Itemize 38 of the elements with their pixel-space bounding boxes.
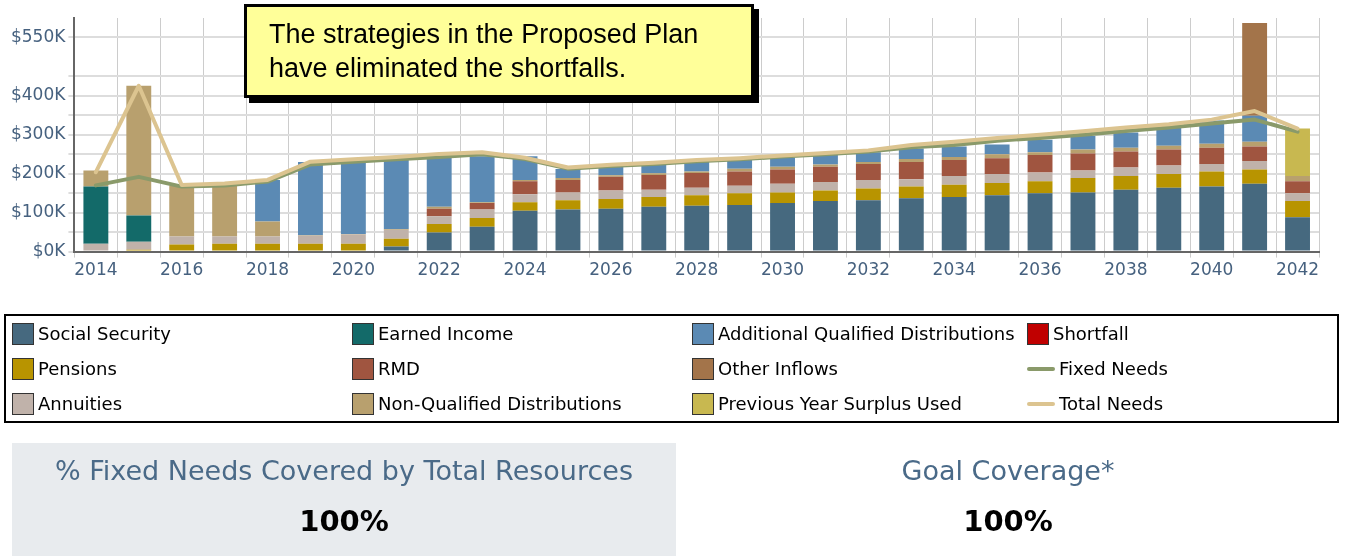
x-tick-label: 2032 [846,259,891,280]
legend-label: RMD [378,358,420,379]
text: Goal Coverage* [900,454,1116,486]
legend-label: Total Needs [1059,393,1164,414]
legend-label: Annuities [38,393,123,414]
y-tick-label: $200K [10,162,67,183]
legend-label: Social Security [38,323,172,344]
text: 100% [298,504,390,538]
x-tick-label: 2014 [74,259,118,280]
x-tick-label: 2022 [417,259,461,280]
x-tick-label: 2030 [760,259,805,280]
y-tick-label: $300K [10,123,67,144]
x-tick-label: 2028 [675,259,719,280]
x-tick-label: 2026 [589,259,633,280]
text: % Fixed Needs Covered by Total Resources [54,454,634,486]
x-tick-label: 2024 [503,259,547,280]
text: 100% [962,504,1054,538]
y-tick-label: $0K [32,240,67,261]
legend-label: Previous Year Surplus Used [718,393,962,414]
x-tick-label: 2018 [245,259,290,280]
x-tick-label: 2020 [331,259,375,280]
x-tick-label: 2042 [1275,259,1320,280]
legend-label: Non-Qualified Distributions [378,393,622,414]
x-tick-label: 2040 [1190,259,1234,280]
x-tick-label: 2038 [1104,259,1148,280]
legend-label: Fixed Needs [1059,358,1168,379]
legend-label: Shortfall [1053,323,1129,344]
x-tick-label: 2016 [160,259,204,280]
x-tick-label: 2034 [932,259,976,280]
legend-label: Pensions [38,358,117,379]
y-tick-label: $100K [10,201,67,222]
annotation: The strategies in the Proposed Plan have eliminated the shortfalls. [244,4,754,98]
legend-label: Other Inflows [718,358,838,379]
y-tick-label: $550K [10,25,67,46]
legend-label: Earned Income [378,323,514,344]
y-tick-label: $400K [10,84,67,105]
legend-label: Additional Qualified Distributions [718,323,1015,344]
x-tick-label: 2036 [1018,259,1062,280]
